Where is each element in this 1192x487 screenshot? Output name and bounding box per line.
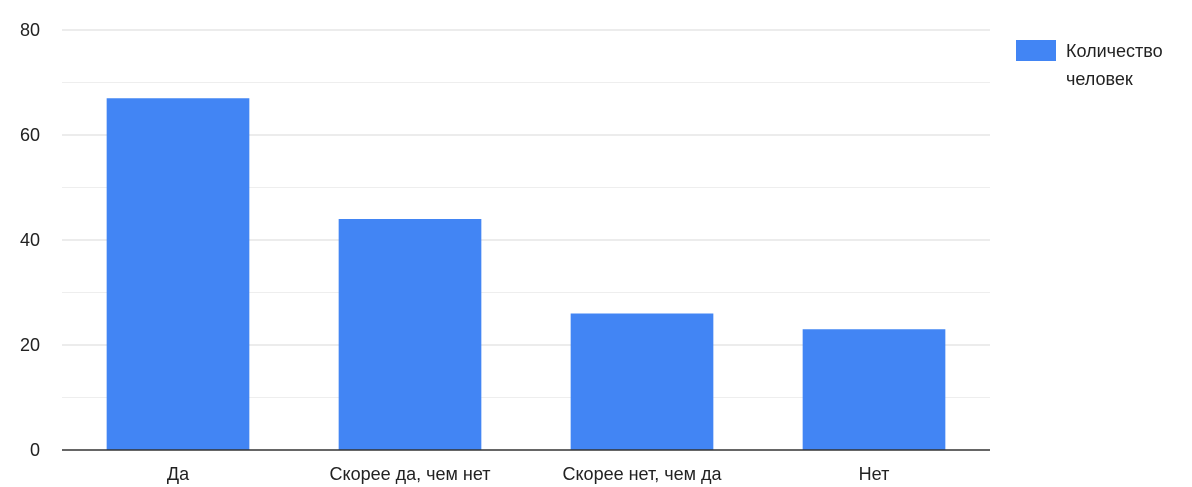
- y-tick-label: 80: [20, 20, 40, 40]
- y-tick-label: 40: [20, 230, 40, 250]
- legend-label: Количество: [1066, 41, 1163, 61]
- legend-swatch: [1016, 40, 1056, 61]
- y-tick-label: 60: [20, 125, 40, 145]
- legend-label: человек: [1066, 69, 1133, 89]
- x-category-label: Да: [167, 464, 190, 484]
- bar-4: [802, 329, 946, 450]
- bar-1: [106, 98, 250, 450]
- bar-2: [338, 219, 482, 450]
- x-category-label: Нет: [859, 464, 890, 484]
- x-category-label: Скорее нет, чем да: [562, 464, 722, 484]
- x-category-label: Скорее да, чем нет: [330, 464, 491, 484]
- y-tick-label: 0: [30, 440, 40, 460]
- y-tick-label: 20: [20, 335, 40, 355]
- bar-3: [570, 313, 714, 450]
